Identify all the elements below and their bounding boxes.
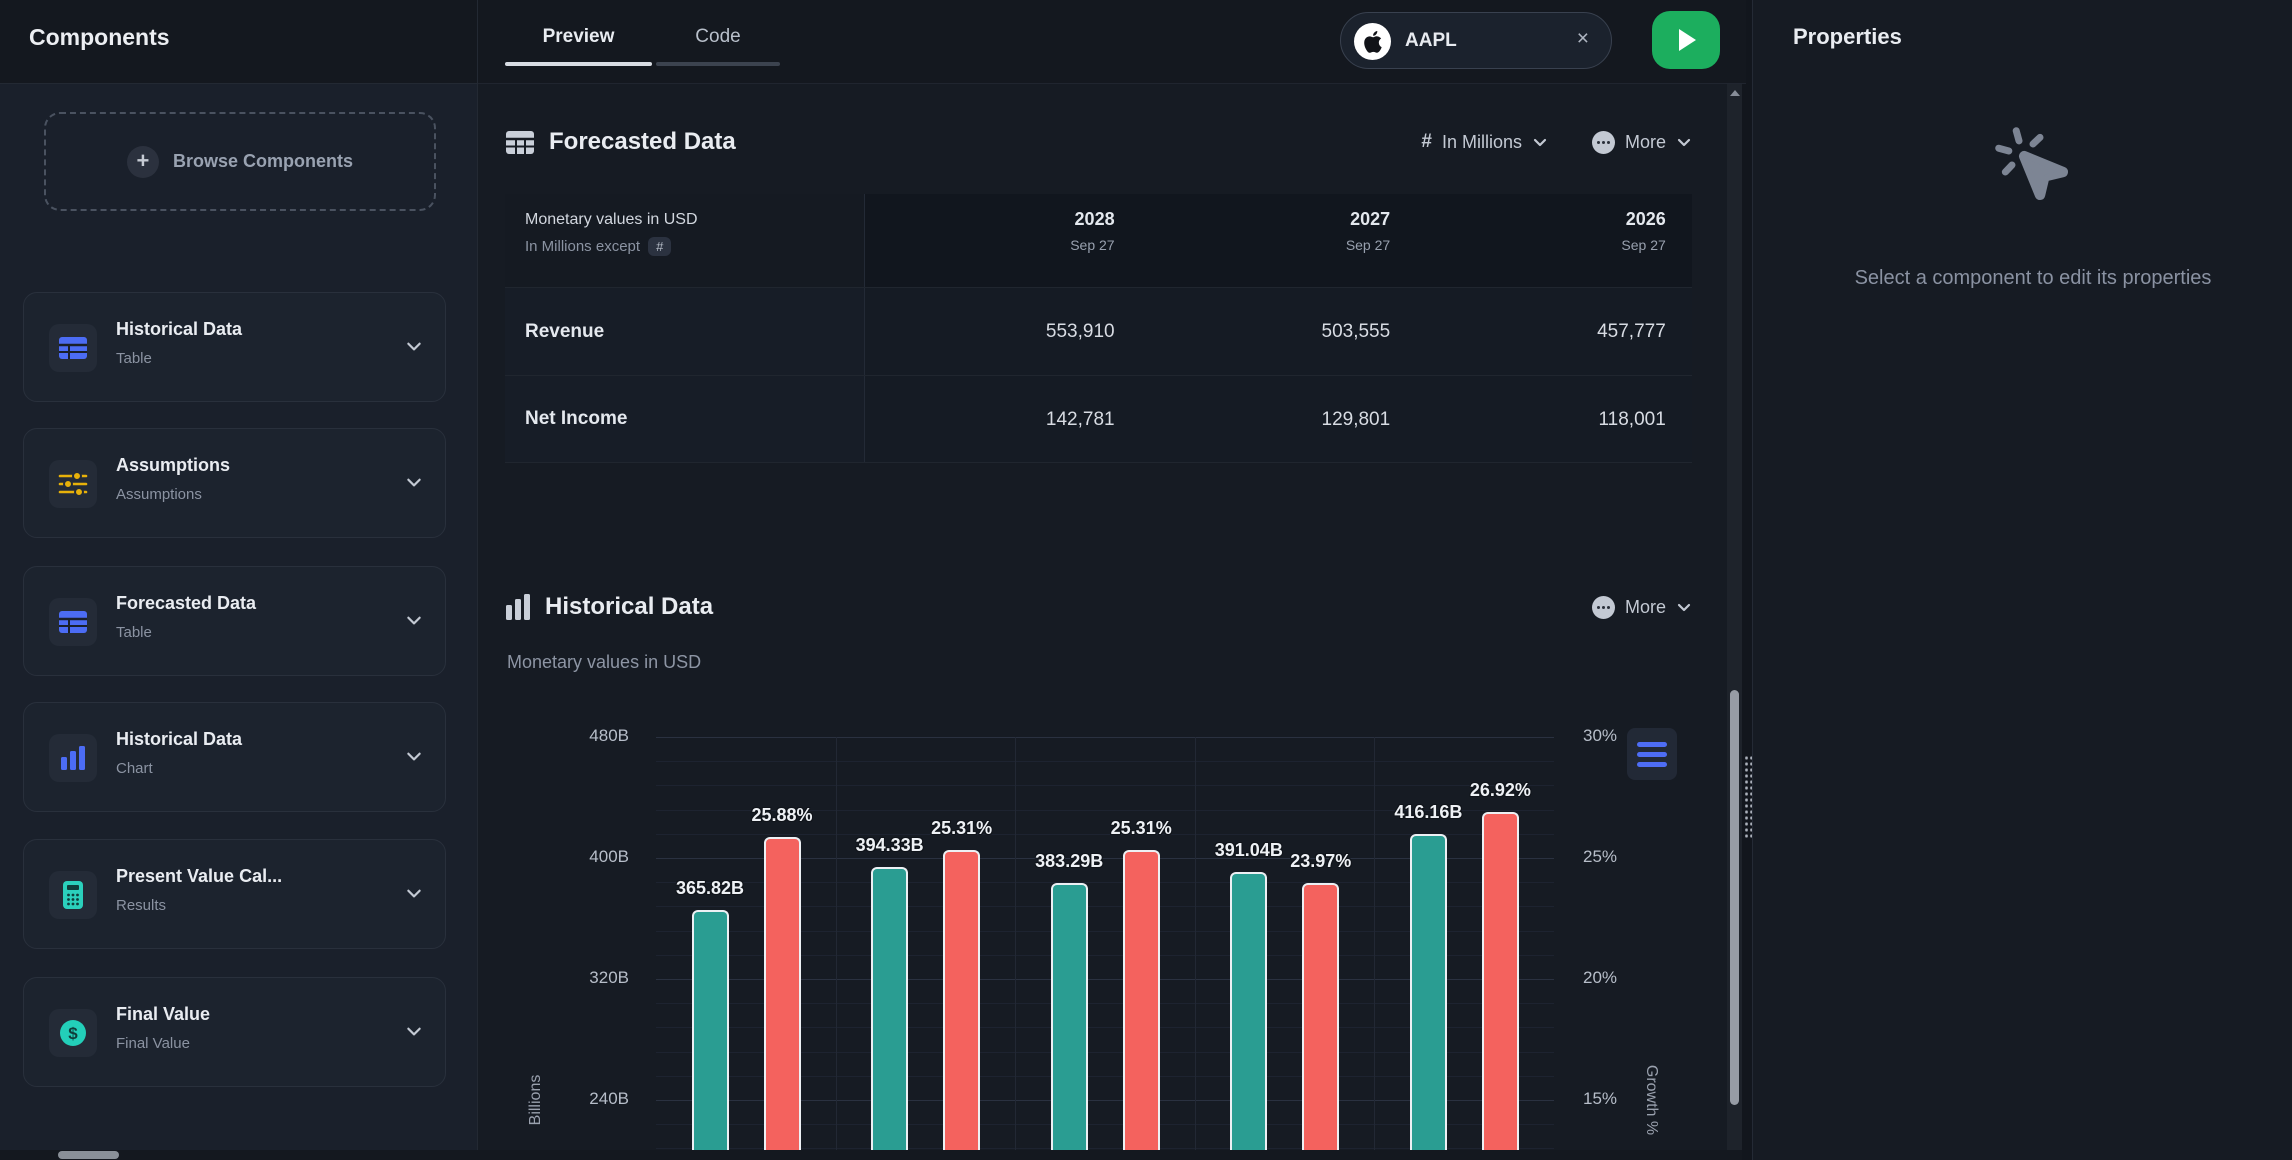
apple-icon: [1354, 23, 1391, 60]
gridline: [656, 737, 1554, 738]
y-axis-tick-label: 400B: [509, 847, 629, 867]
chart-bar-revenue[interactable]: [1410, 834, 1447, 1150]
chart-bar-growth-[interactable]: [1302, 883, 1339, 1150]
bar-value-label: 25.88%: [702, 805, 862, 826]
sidebar-component-card[interactable]: Forecasted Data Table: [23, 566, 446, 676]
sidebar-component-card[interactable]: Present Value Cal... Results: [23, 839, 446, 949]
chevron-down-icon: [405, 611, 423, 629]
component-subtitle: Final Value: [116, 1035, 190, 1052]
component-title: Forecasted Data: [116, 593, 256, 614]
table-icon: [49, 324, 97, 372]
apple-logo-glyph: [1362, 30, 1383, 54]
component-title: Historical Data: [116, 319, 242, 340]
bar-value-label: 25.31%: [882, 818, 1042, 839]
tab-code[interactable]: Code: [656, 0, 780, 84]
component-subtitle: Results: [116, 897, 166, 914]
mouse-pointer-click-icon: [1991, 123, 2075, 212]
vertical-scrollbar-thumb[interactable]: [1730, 690, 1739, 1105]
y-axis-tick-label: 25%: [1583, 847, 1663, 867]
sidebar-component-card[interactable]: Assumptions Assumptions: [23, 428, 446, 538]
chevron-down-icon: [405, 337, 423, 355]
components-sidebar: Components + Browse Components Historica…: [0, 0, 478, 1160]
chart-bar-revenue[interactable]: [692, 910, 729, 1150]
chart-bar-revenue[interactable]: [1230, 872, 1267, 1150]
preview-canvas: Forecasted Data # In Millions More Monet…: [478, 84, 1727, 1150]
gridline: [656, 785, 1554, 786]
svg-text:$: $: [68, 1024, 78, 1043]
plus-icon: +: [127, 146, 159, 178]
chevron-down-icon: [405, 747, 423, 765]
sliders-icon: [49, 460, 97, 508]
chevron-down-icon: [405, 1022, 423, 1040]
y-axis-tick-label: 480B: [509, 726, 629, 746]
ticker-input[interactable]: AAPL ×: [1340, 12, 1612, 69]
properties-panel: Properties Select a component to edit it…: [1752, 0, 2292, 1160]
chart-bar-growth-[interactable]: [1123, 850, 1160, 1150]
browse-components-button[interactable]: + Browse Components: [44, 112, 436, 211]
bar-value-label: 23.97%: [1241, 851, 1401, 872]
component-subtitle: Table: [116, 350, 152, 367]
component-title: Present Value Cal...: [116, 866, 282, 887]
gridline: [1195, 737, 1196, 1150]
horizontal-scrollbar[interactable]: [0, 1150, 1742, 1160]
tab-preview[interactable]: Preview: [505, 0, 652, 84]
browse-components-label: Browse Components: [173, 151, 353, 172]
y-axis-tick-label: 320B: [509, 968, 629, 988]
chart-bar-growth-[interactable]: [764, 837, 801, 1150]
gridline: [1374, 737, 1375, 1150]
dollar-icon: $: [49, 1009, 97, 1057]
play-icon: [1679, 29, 1696, 51]
sidebar-component-card[interactable]: Historical Data Table: [23, 292, 446, 402]
y-axis-tick-label: 20%: [1583, 968, 1663, 988]
y-axis-tick-label: 30%: [1583, 726, 1663, 746]
y-axis-tick-label: 240B: [509, 1089, 629, 1109]
chevron-down-icon: [405, 884, 423, 902]
sidebar-header: Components: [0, 0, 477, 84]
y-axis-tick-label: 15%: [1583, 1089, 1663, 1109]
ticker-symbol: AAPL: [1405, 30, 1457, 52]
gridline: [836, 737, 837, 1150]
component-subtitle: Table: [116, 624, 152, 641]
tab-preview-label: Preview: [505, 26, 652, 48]
chart-plot-area: 480B400B320B240B30%25%20%15%365.82B394.3…: [478, 84, 1727, 1150]
sidebar-title: Components: [29, 24, 170, 51]
sidebar-component-card[interactable]: $ Final Value Final Value: [23, 977, 446, 1087]
bar-value-label: 26.92%: [1420, 780, 1580, 801]
properties-empty-state: Select a component to edit its propertie…: [1853, 262, 2213, 294]
run-button[interactable]: [1652, 11, 1720, 69]
ticker-clear-button[interactable]: ×: [1577, 27, 1589, 51]
scrollbar-up-arrow-icon[interactable]: [1730, 90, 1740, 96]
gridline: [1015, 737, 1016, 1150]
calculator-icon: [49, 871, 97, 919]
properties-title: Properties: [1793, 24, 1902, 50]
top-bar: Preview Code AAPL ×: [478, 0, 1746, 84]
table-icon: [49, 598, 97, 646]
component-title: Final Value: [116, 1004, 210, 1025]
component-title: Assumptions: [116, 455, 230, 476]
chart-bar-growth-[interactable]: [1482, 812, 1519, 1150]
gridline: [656, 761, 1554, 762]
bar-value-label: 25.31%: [1061, 818, 1221, 839]
vertical-scrollbar[interactable]: [1727, 84, 1742, 1160]
chart-bar-growth-[interactable]: [943, 850, 980, 1150]
bar-chart-icon: [49, 734, 97, 782]
horizontal-scrollbar-thumb[interactable]: [58, 1151, 119, 1159]
component-subtitle: Assumptions: [116, 486, 202, 503]
component-title: Historical Data: [116, 729, 242, 750]
sidebar-component-card[interactable]: Historical Data Chart: [23, 702, 446, 812]
chart-bar-revenue[interactable]: [871, 867, 908, 1150]
tab-code-underline: [656, 62, 780, 66]
tab-preview-active-underline: [505, 62, 652, 66]
tab-code-label: Code: [656, 26, 780, 48]
chart-bar-revenue[interactable]: [1051, 883, 1088, 1150]
component-subtitle: Chart: [116, 760, 153, 777]
chevron-down-icon: [405, 473, 423, 491]
